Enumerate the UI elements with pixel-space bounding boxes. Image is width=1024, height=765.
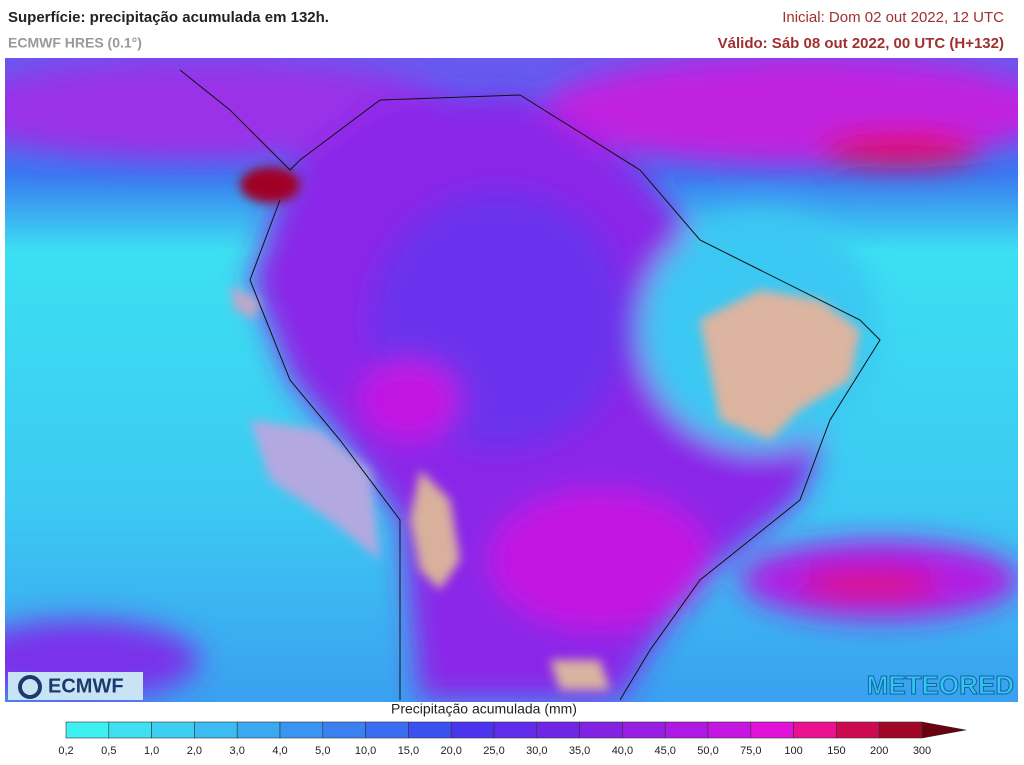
map bbox=[5, 58, 1018, 702]
colorbar-label: 5,0 bbox=[315, 745, 330, 757]
legend-title: Precipitação acumulada (mm) bbox=[391, 701, 577, 717]
colorbar-segment bbox=[279, 721, 324, 739]
colorbar-segment bbox=[750, 721, 794, 739]
colorbar-segment bbox=[408, 721, 452, 739]
colorbar-label: 100 bbox=[784, 745, 802, 757]
colorbar-label: 75,0 bbox=[740, 745, 761, 757]
colorbar-segment bbox=[151, 721, 195, 739]
colorbar-label: 20,0 bbox=[440, 745, 461, 757]
colorbar-segment bbox=[322, 721, 366, 739]
colorbar-segment bbox=[536, 721, 580, 739]
colorbar-label: 30,0 bbox=[526, 745, 547, 757]
colorbar-label: 3,0 bbox=[230, 745, 245, 757]
colorbar-segment bbox=[108, 721, 152, 739]
meteored-logo: METEORED bbox=[867, 670, 1014, 700]
colorbar-label: 150 bbox=[827, 745, 845, 757]
colorbar-label: 200 bbox=[870, 745, 888, 757]
colorbar-segment bbox=[493, 721, 538, 739]
colorbar-label: 1,0 bbox=[144, 745, 159, 757]
title: Superfície: precipitação acumulada em 13… bbox=[8, 9, 329, 26]
colorbar-label: 35,0 bbox=[569, 745, 590, 757]
valid-time: Válido: Sáb 08 out 2022, 00 UTC (H+132) bbox=[718, 35, 1004, 52]
colorbar-segment bbox=[836, 721, 880, 739]
colorbar-label: 15,0 bbox=[398, 745, 419, 757]
colorbar-label: 300 bbox=[913, 745, 931, 757]
colorbar-label: 0,5 bbox=[101, 745, 116, 757]
colorbar-segment bbox=[579, 721, 623, 739]
colorbar-segment bbox=[664, 721, 709, 739]
colorbar-segment bbox=[707, 721, 752, 739]
dry-areas bbox=[230, 167, 860, 690]
colorbar: 0,2 0,5 1,0 2,0 3,0 4,0 5,0 10,0 15,0 20,0 25,0 30,… bbox=[58, 721, 967, 757]
coastline bbox=[179, 69, 881, 701]
colorbar-segment bbox=[65, 721, 110, 739]
colorbar-segment bbox=[236, 721, 281, 739]
colorbar-segment bbox=[194, 721, 238, 739]
colorbar-extend bbox=[921, 721, 967, 739]
ecmwf-logo: ECMWF bbox=[48, 675, 124, 697]
ecmwf-icon bbox=[18, 675, 42, 699]
colorbar-label: 10,0 bbox=[355, 745, 376, 757]
colorbar-label: 2,0 bbox=[187, 745, 202, 757]
colorbar-segment bbox=[622, 721, 666, 739]
colorbar-label: 0,2 bbox=[58, 745, 73, 757]
colorbar-label: 25,0 bbox=[483, 745, 504, 757]
model: ECMWF HRES (0.1°) bbox=[8, 35, 142, 51]
initial-time: Inicial: Dom 02 out 2022, 12 UTC bbox=[782, 9, 1004, 26]
colorbar-segment bbox=[793, 721, 837, 739]
colorbar-segment bbox=[450, 721, 495, 739]
colorbar-segment bbox=[878, 721, 923, 739]
colorbar-label: 50,0 bbox=[697, 745, 718, 757]
colorbar-segment bbox=[365, 721, 409, 739]
colorbar-label: 4,0 bbox=[272, 745, 287, 757]
colorbar-label: 40,0 bbox=[612, 745, 633, 757]
colorbar-label: 45,0 bbox=[654, 745, 675, 757]
